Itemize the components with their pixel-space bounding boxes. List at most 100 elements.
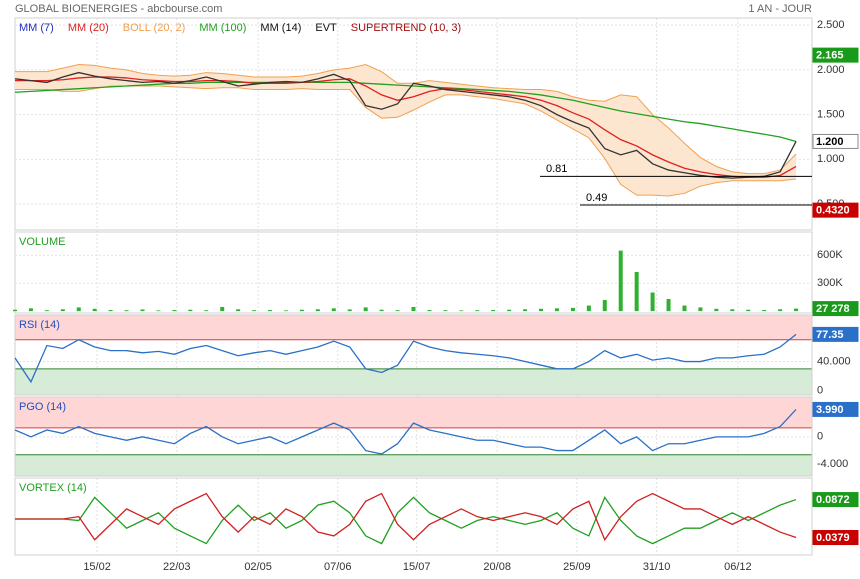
y-tick-label: 2.500 — [817, 19, 845, 31]
zone — [15, 315, 812, 340]
volume-bar — [188, 309, 193, 312]
zone — [15, 454, 812, 476]
x-tick-label: 15/02 — [83, 561, 111, 573]
x-tick-label: 06/12 — [724, 561, 752, 573]
volume-bar — [794, 308, 799, 312]
volume-bar — [411, 306, 416, 312]
series-line — [14, 71, 797, 179]
x-tick-label: 02/05 — [244, 561, 272, 573]
value-badge — [812, 47, 859, 63]
volume-bar — [650, 292, 655, 312]
panel-title: RSI (14) — [19, 319, 60, 331]
y-tick-label: -4.000 — [817, 458, 848, 470]
value-badge-label: 0.4320 — [816, 205, 850, 217]
value-badge-label: 0.0872 — [816, 494, 850, 506]
y-tick-label: 40.000 — [817, 355, 851, 367]
band-upper — [15, 63, 797, 175]
volume-bar — [746, 309, 751, 312]
volume-bar — [586, 305, 591, 312]
value-badge — [812, 301, 859, 317]
volume-bar — [28, 308, 33, 312]
legend-entry: MM (14) — [260, 22, 301, 34]
value-badge — [812, 326, 859, 342]
x-tick-label: 25/09 — [563, 561, 591, 573]
value-badge — [812, 530, 859, 546]
panel-frame — [14, 314, 813, 396]
volume-bar — [618, 250, 623, 312]
x-tick-label: 22/03 — [163, 561, 191, 573]
value-badge — [812, 133, 859, 149]
value-badge-label: 27 278 — [816, 303, 850, 315]
value-badge-label: 3.990 — [816, 404, 844, 416]
value-badge — [812, 202, 859, 218]
value-badge-label: 2.165 — [816, 50, 844, 62]
volume-bar — [252, 310, 257, 312]
volume-bar — [283, 310, 288, 312]
volume-bar — [570, 307, 575, 312]
volume-bar — [379, 309, 384, 312]
volume-bar — [124, 310, 129, 312]
volume-bar — [236, 309, 241, 312]
volume-bar — [140, 309, 145, 312]
series-line — [15, 496, 797, 545]
y-tick-label: 0 — [817, 385, 823, 397]
volume-bar — [443, 310, 448, 312]
volume-bar — [347, 309, 352, 312]
x-tick-label: 20/08 — [483, 561, 511, 573]
volume-bar — [220, 306, 225, 312]
volume-bar — [714, 308, 719, 312]
period: 1 AN - JOUR — [748, 3, 812, 15]
volume-bar — [523, 309, 528, 312]
volume-bar — [730, 309, 735, 312]
volume-bar — [156, 310, 161, 312]
legend-entry: SUPERTREND (10, 3) — [351, 22, 461, 34]
band-lower — [15, 85, 797, 197]
x-tick-label: 15/07 — [403, 561, 431, 573]
volume-bar — [299, 309, 304, 312]
x-tick-label: 31/10 — [643, 561, 671, 573]
panel-title: PGO (14) — [19, 401, 66, 413]
volume-bar — [682, 305, 687, 312]
panel-title: VOLUME — [19, 236, 65, 248]
y-tick-label: 1.000 — [817, 153, 845, 165]
y-tick-label: 300K — [817, 277, 843, 289]
value-badge-label: 77.35 — [816, 329, 844, 341]
volume-bar — [315, 309, 320, 312]
series-line — [15, 76, 797, 178]
legend-entry: MM (100) — [199, 22, 246, 34]
value-badge-label: 0.0379 — [816, 532, 850, 544]
volume-bar — [108, 310, 113, 312]
panel-frame — [14, 17, 813, 231]
volume-bar — [395, 310, 400, 312]
volume-bar — [172, 310, 177, 312]
page-title: GLOBAL BIOENERGIES - abcbourse.com — [15, 3, 222, 15]
volume-bar — [76, 307, 81, 312]
volume-bar — [491, 310, 496, 312]
series-line — [14, 333, 797, 384]
volume-bar — [475, 310, 480, 312]
y-tick-label: 2.000 — [817, 64, 845, 76]
x-tick-label: 07/06 — [324, 561, 352, 573]
panel-frame — [14, 477, 813, 556]
y-tick-label: 1.500 — [817, 109, 845, 121]
volume-bar — [539, 308, 544, 312]
legend-entry: BOLL (20, 2) — [123, 22, 186, 34]
volume-bar — [204, 310, 209, 312]
series-line — [14, 81, 797, 143]
volume-bar — [92, 308, 97, 312]
y-tick-label: 0 — [817, 431, 823, 443]
level-label: 0.81 — [546, 163, 567, 175]
volume-bar — [44, 310, 49, 312]
series-line — [15, 492, 797, 542]
legend-entry: MM (7) — [19, 22, 54, 34]
volume-bar — [634, 272, 639, 312]
volume-bar — [268, 310, 273, 312]
volume-bar — [778, 309, 783, 312]
volume-bar — [554, 308, 559, 312]
volume-bar — [666, 299, 671, 312]
volume-bar — [427, 310, 432, 312]
series-line — [14, 408, 797, 455]
volume-bar — [13, 309, 17, 312]
